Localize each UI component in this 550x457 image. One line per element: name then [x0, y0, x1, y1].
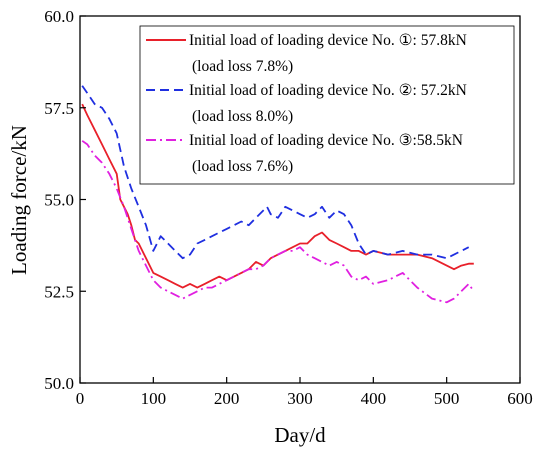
x-tick-label: 400 [361, 389, 387, 408]
y-tick-label: 52.5 [44, 282, 74, 301]
legend: Initial load of loading device No. ①: 57… [139, 25, 515, 185]
x-axis-title: Day/d [274, 423, 326, 447]
axis-layer: 0 100 200 300 400 500 600 50.0 52.5 55.0 57.5 60.0 [44, 7, 533, 408]
y-tick-label: 60.0 [44, 7, 74, 26]
legend-sublabel-2: (load loss 8.0%) [192, 108, 293, 125]
x-tick-label: 500 [434, 389, 460, 408]
x-tick-label: 200 [214, 389, 240, 408]
legend-label-2: Initial load of loading device No. ②: 57… [189, 82, 467, 99]
series-line-3 [81, 140, 475, 304]
legend-label-1: Initial load of loading device No. ①: 57… [189, 32, 467, 49]
y-tick-label: 55.0 [44, 191, 74, 210]
y-tick-label: 50.0 [44, 374, 74, 393]
legend-sublabel-3: (load loss 7.6%) [192, 158, 293, 175]
legend-sublabel-1: (load loss 7.8%) [192, 58, 293, 75]
x-tick-label: 300 [287, 389, 313, 408]
x-tick-label: 0 [76, 389, 85, 408]
x-tick-label: 100 [141, 389, 167, 408]
y-axis-title: Loading force/kN [7, 125, 31, 275]
legend-label-3: Initial load of loading device No. ③:58.… [189, 132, 463, 149]
series-layer [81, 85, 475, 304]
y-tick-label: 57.5 [44, 99, 74, 118]
x-tick-label: 600 [507, 389, 533, 408]
legend-box [139, 25, 515, 185]
